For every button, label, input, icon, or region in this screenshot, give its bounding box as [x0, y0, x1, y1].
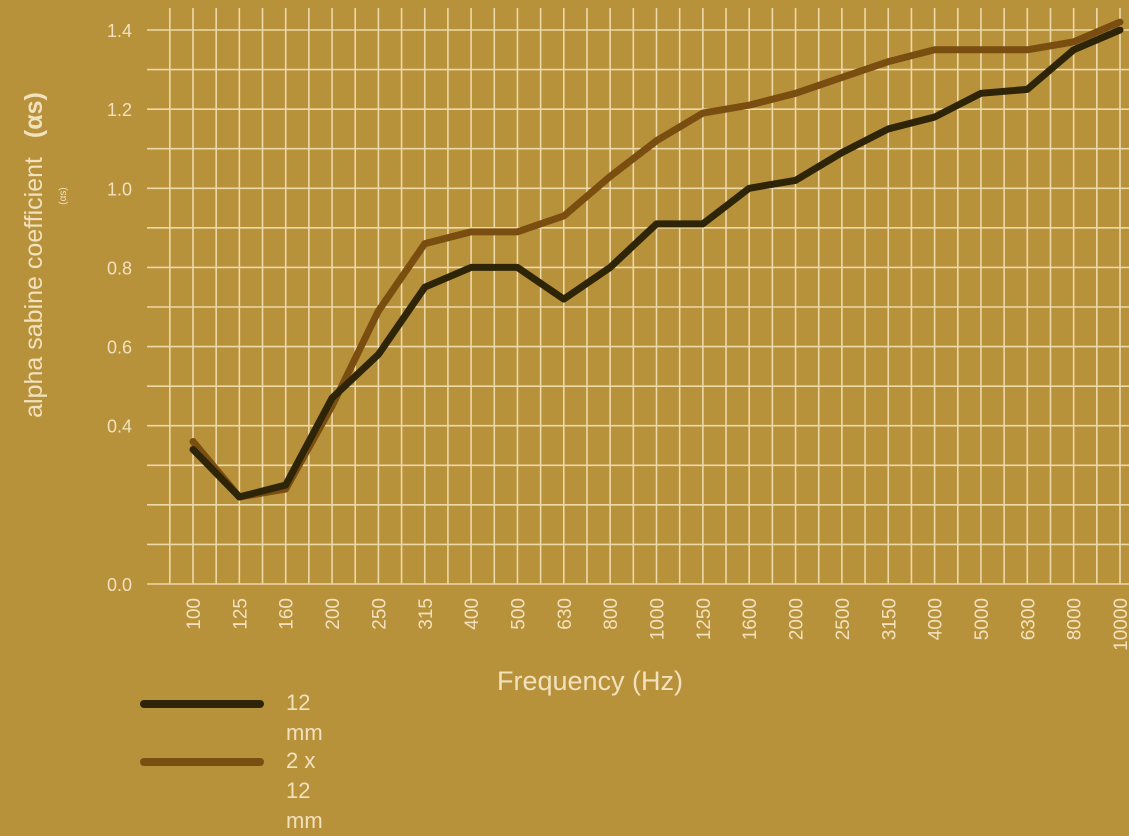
- x-tick-label: 500: [508, 598, 529, 630]
- grid: [147, 8, 1129, 585]
- x-tick-label: 5000: [972, 598, 993, 640]
- y-tick-label: 1.0: [107, 179, 132, 199]
- series-lines: [189, 18, 1124, 501]
- x-tick-label: 400: [462, 598, 483, 630]
- x-tick-label: 200: [323, 598, 344, 630]
- x-tick-label: 1250: [694, 598, 715, 640]
- x-tick-label: 2500: [833, 598, 854, 640]
- x-tick-label: 100: [184, 598, 205, 630]
- y-axis-label: alpha sabine coefficient (αs): [20, 92, 48, 418]
- x-tick-label: 3150: [879, 598, 900, 640]
- series-line-0: [189, 26, 1124, 501]
- y-tick-label: 0.6: [107, 338, 132, 358]
- x-tick-label: 6300: [1018, 598, 1039, 640]
- x-tick-label: 1000: [648, 598, 669, 640]
- legend-swatch-12mm: [140, 700, 264, 708]
- y-tick-label: 1.2: [107, 100, 132, 120]
- x-tick-label: 250: [369, 598, 390, 630]
- y-tick-label: 0.0: [107, 575, 132, 595]
- x-tick-label: 10000: [1111, 598, 1129, 651]
- x-tick-labels: 100 125 160 200 250 315 400 500 630 800 1000 1250 16…: [184, 598, 1129, 651]
- legend-swatch-2x12mm: [140, 758, 264, 766]
- y-tick-labels: 0.0 0.4 0.6 0.8 1.0 1.2 1.4: [107, 21, 132, 595]
- chart: 0.0 0.4 0.6 0.8 1.0 1.2 1.4 100 125 160 200 250 315…: [20, 8, 1129, 696]
- x-tick-label: 800: [601, 598, 622, 630]
- x-tick-label: 125: [230, 598, 251, 630]
- x-axis-label: Frequency (Hz): [497, 666, 683, 696]
- legend-label-12mm: 12 mm: [286, 690, 323, 745]
- x-tick-label: 1600: [740, 598, 761, 640]
- legend-label-2x12mm: 2 x 12 mm: [286, 748, 323, 833]
- y-tick-label: 0.4: [107, 417, 132, 437]
- series-line-1: [189, 18, 1124, 501]
- x-tick-label: 4000: [926, 598, 947, 640]
- y-axis-label-symbol: (αs): [20, 92, 48, 138]
- y-tick-label: 1.4: [107, 21, 132, 41]
- x-tick-label: 8000: [1065, 598, 1086, 640]
- y-axis-sub-label: (αs): [58, 187, 69, 204]
- x-tick-label: 160: [277, 598, 298, 630]
- x-tick-label: 2000: [787, 598, 808, 640]
- x-tick-label: 630: [555, 598, 576, 630]
- x-tick-label: 315: [416, 598, 437, 630]
- y-axis-label-text: alpha sabine coefficient: [20, 157, 48, 418]
- y-tick-label: 0.8: [107, 258, 132, 278]
